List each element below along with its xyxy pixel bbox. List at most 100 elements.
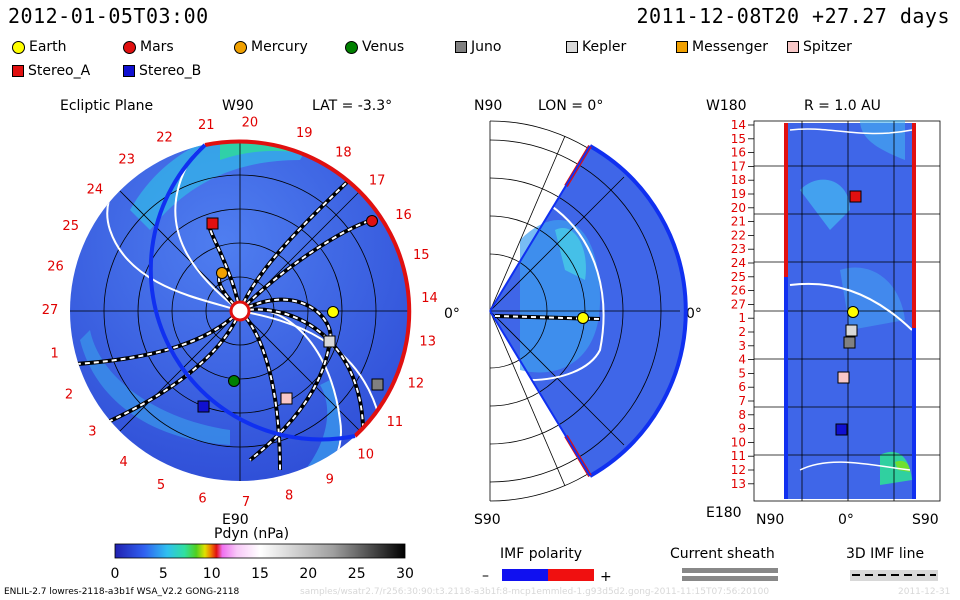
radial-r-label: R = 1.0 AU <box>804 98 881 114</box>
radial-tick-label: 27 <box>731 297 746 311</box>
legend: Earth Mars Mercury Venus Juno Kepler Mes… <box>12 39 912 83</box>
colorbar-tick-label: 30 <box>396 566 414 582</box>
ecliptic-tick-label: 9 <box>326 472 334 487</box>
radial-xlabel-s90: S90 <box>912 512 939 528</box>
ecliptic-tick-label: 22 <box>156 131 173 146</box>
juno-marker-radial <box>843 336 856 349</box>
meridional-top-label: N90 <box>474 98 502 114</box>
radial-tick-label: 4 <box>738 353 746 367</box>
ecliptic-bottom-label: E90 <box>222 512 249 528</box>
imf-polarity-key: IMF polarity – + <box>482 546 612 585</box>
radial-tick-label: 14 <box>731 118 746 132</box>
sun-marker <box>229 300 251 322</box>
radial-bottom-label: E180 <box>706 505 742 521</box>
ecliptic-tick-label: 24 <box>87 182 104 197</box>
meridional-right-label: 0° <box>686 306 702 322</box>
radial-tick-label: 18 <box>731 173 746 187</box>
ecliptic-tick-label: 8 <box>285 489 293 504</box>
radial-tick-label: 10 <box>731 435 746 449</box>
footer-date: 2011-12-31 <box>898 587 951 597</box>
ecliptic-tick-label: 20 <box>242 115 259 130</box>
mercury-marker <box>216 267 228 279</box>
ecliptic-tick-label: 21 <box>198 118 215 133</box>
messenger-marker-icon <box>676 41 688 53</box>
colorbar-tick-label: 25 <box>348 566 366 582</box>
ecliptic-tick-label: 12 <box>408 377 425 392</box>
mars-marker <box>366 215 378 227</box>
meridional-plane-panel: N90 LON = 0° S90 0° <box>474 98 702 528</box>
ecliptic-tick-label: 7 <box>242 495 250 510</box>
earth-marker <box>327 306 339 318</box>
ecliptic-tick-label: 3 <box>88 425 96 440</box>
kepler-marker <box>323 335 336 348</box>
radial-tick-label: 5 <box>738 366 746 380</box>
radial-tick-label: 11 <box>731 449 746 463</box>
legend-messenger: Messenger <box>676 39 768 55</box>
legend-juno: Juno <box>455 39 501 55</box>
ecliptic-tick-label: 27 <box>42 303 59 318</box>
stereo-a-marker-radial <box>849 190 862 203</box>
kepler-marker-radial <box>845 324 858 337</box>
ecliptic-tick-label: 17 <box>369 173 386 188</box>
footer-path: samples/wsatr2.7/r256:30:90:t3.2118-a3b1… <box>300 587 770 597</box>
venus-marker <box>228 375 240 387</box>
radial-tick-label: 17 <box>731 159 746 173</box>
ecliptic-tick-label: 25 <box>62 219 79 234</box>
colorbar-title: Pdyn (nPa) <box>214 526 289 542</box>
radial-tick-label: 3 <box>738 339 746 353</box>
legend-mercury: Mercury <box>234 39 308 55</box>
ecliptic-lat-label: LAT = -3.3° <box>312 98 392 114</box>
colorbar-tick-label: 15 <box>251 566 269 582</box>
mars-marker-icon <box>123 40 136 54</box>
radial-tick-label: 24 <box>731 256 746 270</box>
radial-tick-label: 16 <box>731 146 746 160</box>
radial-tick-label: 8 <box>738 408 746 422</box>
ecliptic-tick-label: 19 <box>296 126 313 141</box>
legend-mars: Mars <box>123 39 174 55</box>
radial-tick-label: 7 <box>738 394 746 408</box>
legend-earth: Earth <box>12 39 67 55</box>
imf-positive-swatch <box>548 569 594 581</box>
colorbar: Pdyn (nPa) 0 5 10 15 20 25 30 <box>111 526 414 582</box>
imf-plus: + <box>600 569 612 585</box>
radial-xlabel-n90: N90 <box>756 512 784 528</box>
stereo-a-marker-icon <box>12 65 24 77</box>
ecliptic-tick-label: 23 <box>118 153 135 168</box>
current-sheath-key: Current sheath <box>670 546 778 581</box>
radial-tick-label: 25 <box>731 270 746 284</box>
imf3d-key: 3D IMF line <box>846 546 938 581</box>
ecliptic-tick-label: 15 <box>413 248 430 263</box>
stereo-b-marker-radial <box>835 423 848 436</box>
imf-negative-swatch <box>502 569 548 581</box>
radial-tick-label: 12 <box>731 463 746 477</box>
radial-tick-label: 15 <box>731 132 746 146</box>
colorbar-tick-label: 10 <box>203 566 221 582</box>
stereo-a-marker <box>206 217 219 230</box>
imf3d-title: 3D IMF line <box>846 546 924 562</box>
ecliptic-tick-label: 1 <box>50 347 58 362</box>
ecliptic-plane-panel: Ecliptic Plane W90 LAT = -3.3° E90 0° <box>42 98 460 528</box>
radial-tick-label: 22 <box>731 228 746 242</box>
ecliptic-right-label: 0° <box>444 306 460 322</box>
juno-marker-icon <box>455 41 467 53</box>
earth-marker-icon <box>12 40 25 54</box>
radial-tick-label: 20 <box>731 201 746 215</box>
radial-top-label: W180 <box>706 98 747 114</box>
ecliptic-top-label: W90 <box>222 98 254 114</box>
ecliptic-tick-label: 10 <box>357 448 374 463</box>
ecliptic-tick-label: 4 <box>119 455 127 470</box>
sheath-title: Current sheath <box>670 546 775 562</box>
colorbar-scale <box>114 543 406 559</box>
mercury-marker-icon <box>234 40 247 54</box>
spitzer-marker <box>280 392 293 405</box>
ecliptic-tick-label: 13 <box>419 335 436 350</box>
meridional-lon-label: LON = 0° <box>538 98 603 114</box>
radial-tick-label: 6 <box>738 380 746 394</box>
radial-tick-label: 19 <box>731 187 746 201</box>
radial-tick-label: 21 <box>731 215 746 229</box>
spitzer-marker-radial <box>837 371 850 384</box>
ecliptic-tick-label: 14 <box>421 291 438 306</box>
colorbar-tick-label: 20 <box>299 566 317 582</box>
ecliptic-tick-label: 11 <box>387 415 404 430</box>
